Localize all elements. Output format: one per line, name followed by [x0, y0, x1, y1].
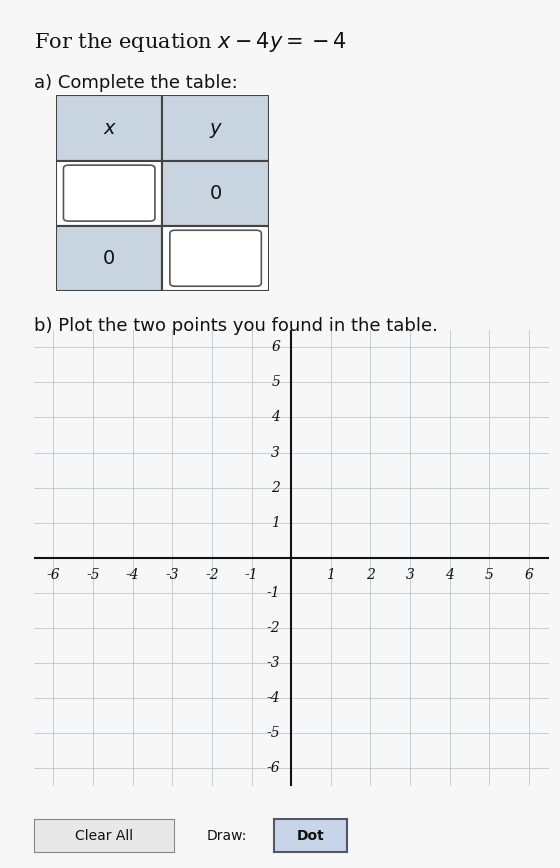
Text: 2: 2: [366, 568, 375, 582]
Bar: [162, 161, 269, 226]
Text: -6: -6: [267, 761, 280, 775]
Text: For the equation $x - 4y = -4$: For the equation $x - 4y = -4$: [34, 30, 347, 55]
Text: 3: 3: [271, 445, 280, 459]
Text: -2: -2: [205, 568, 219, 582]
Text: 5: 5: [271, 376, 280, 390]
Bar: [56, 161, 162, 226]
Bar: [162, 226, 269, 291]
Text: 6: 6: [525, 568, 534, 582]
FancyBboxPatch shape: [63, 165, 155, 221]
Text: 4: 4: [445, 568, 454, 582]
Bar: [162, 95, 269, 161]
Text: Draw:: Draw:: [207, 829, 247, 843]
Text: -5: -5: [267, 726, 280, 740]
Text: -5: -5: [86, 568, 100, 582]
Text: y: y: [210, 119, 221, 137]
Text: x: x: [104, 119, 115, 137]
Text: 0: 0: [209, 184, 222, 202]
Bar: [56, 226, 162, 291]
Text: 2: 2: [271, 481, 280, 495]
Text: 5: 5: [485, 568, 494, 582]
Text: -1: -1: [267, 586, 280, 600]
FancyBboxPatch shape: [170, 230, 262, 286]
Text: a) Complete the table:: a) Complete the table:: [34, 74, 237, 92]
Bar: [56, 95, 162, 161]
Text: -4: -4: [267, 691, 280, 705]
Text: 6: 6: [271, 340, 280, 354]
Text: Clear All: Clear All: [74, 829, 133, 843]
Text: b) Plot the two points you found in the table.: b) Plot the two points you found in the …: [34, 317, 437, 335]
Text: Dot: Dot: [297, 829, 325, 843]
Text: -6: -6: [46, 568, 60, 582]
Text: -1: -1: [245, 568, 258, 582]
Text: -4: -4: [126, 568, 139, 582]
Text: 0: 0: [103, 249, 115, 267]
Text: -2: -2: [267, 621, 280, 635]
Text: -3: -3: [166, 568, 179, 582]
Text: 3: 3: [405, 568, 414, 582]
Text: -3: -3: [267, 656, 280, 670]
Text: 1: 1: [326, 568, 335, 582]
Text: 4: 4: [271, 411, 280, 424]
Text: 1: 1: [271, 516, 280, 529]
